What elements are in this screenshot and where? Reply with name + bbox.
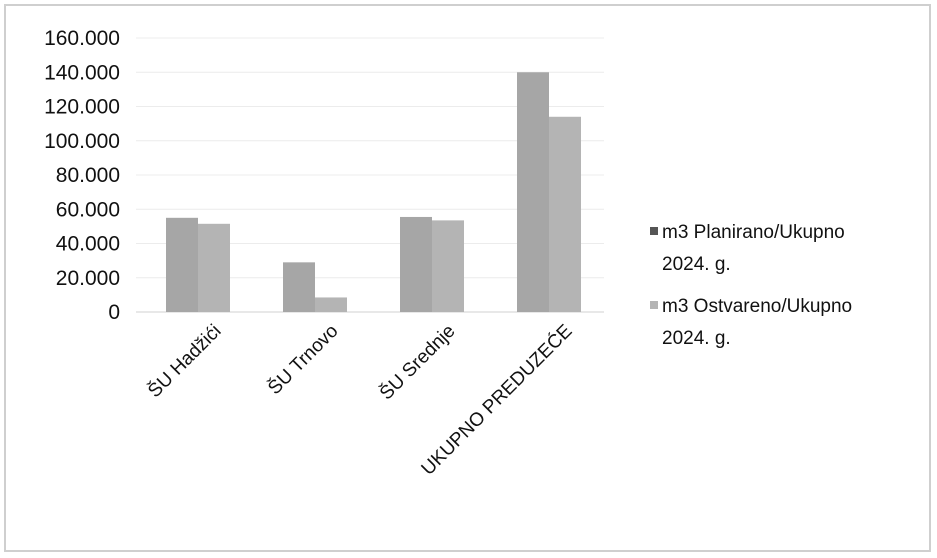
y-tick-label: 140.000 xyxy=(44,61,120,84)
bar-planirano xyxy=(517,72,549,312)
category-label: ŠU Srednje xyxy=(375,320,459,404)
bar-ostvareno xyxy=(198,223,230,312)
category-label: ŠU Hadžići xyxy=(144,320,226,402)
legend-label-line1: m3 Planirano/Ukupno xyxy=(662,222,845,243)
category-label: ŠU Trnovo xyxy=(264,320,343,399)
y-tick-label: 20.000 xyxy=(56,267,120,290)
bar-planirano xyxy=(400,216,432,312)
legend-label-line2: 2024. g. xyxy=(662,328,731,349)
bar-ostvareno xyxy=(432,220,464,312)
y-tick-label: 40.000 xyxy=(56,233,120,256)
y-tick-label: 160.000 xyxy=(44,27,120,50)
legend-label-line2: 2024. g. xyxy=(662,254,731,275)
y-tick-label: 80.000 xyxy=(56,164,120,187)
bar-ostvareno xyxy=(549,116,581,313)
y-tick-label: 100.000 xyxy=(44,130,120,153)
bar-ostvareno xyxy=(315,297,347,312)
legend-label-line1: m3 Ostvareno/Ukupno xyxy=(662,296,852,317)
bar-planirano xyxy=(283,262,315,312)
y-tick-label: 120.000 xyxy=(44,96,120,119)
y-tick-label: 0 xyxy=(108,301,120,324)
y-tick-label: 60.000 xyxy=(56,198,120,221)
bar-planirano xyxy=(166,217,198,312)
legend-swatch xyxy=(650,301,658,309)
legend-swatch xyxy=(650,227,658,235)
